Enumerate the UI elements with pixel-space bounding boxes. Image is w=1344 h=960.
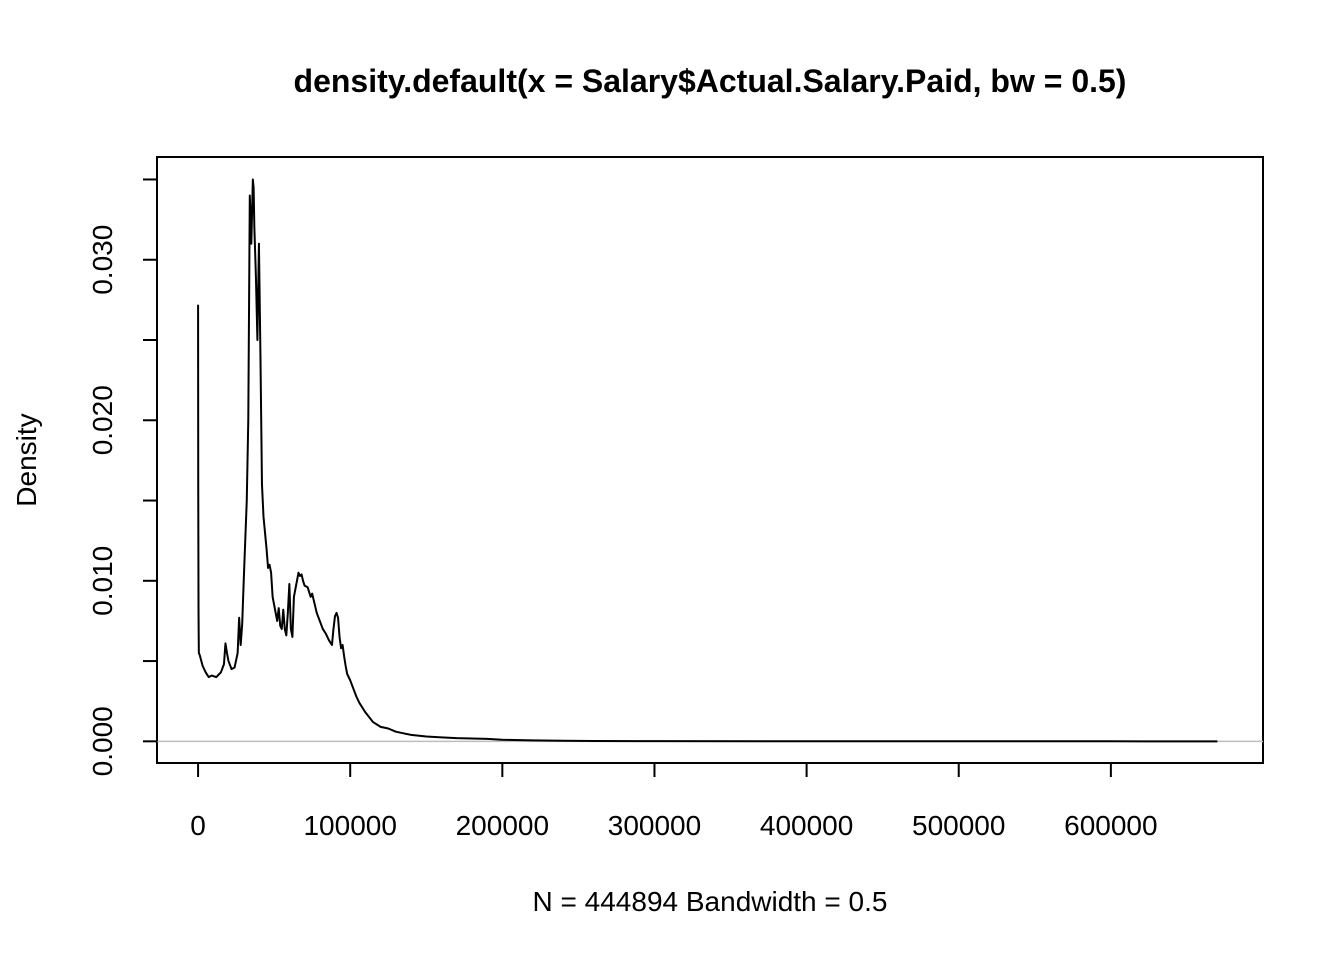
x-axis-label: N = 444894 Bandwidth = 0.5 (533, 886, 888, 917)
plot-frame (156, 156, 1264, 764)
density-curve (197, 178, 1218, 743)
x-tick-label: 100000 (303, 810, 396, 841)
y-tick-label: 0.000 (87, 706, 118, 776)
x-axis: 0 100000 200000 300000 400000 500000 600000 (190, 762, 1158, 841)
y-axis: 0.000 0.010 0.020 0.030 (87, 178, 158, 776)
x-tick-label: 400000 (760, 810, 853, 841)
y-axis-label: Density (11, 413, 42, 506)
x-tick-label: 500000 (912, 810, 1005, 841)
x-tick-label: 600000 (1064, 810, 1157, 841)
y-tick-label: 0.010 (87, 546, 118, 616)
y-tick-label: 0.030 (87, 225, 118, 295)
x-tick-label: 0 (190, 810, 206, 841)
x-tick-label: 300000 (608, 810, 701, 841)
x-tick-label: 200000 (456, 810, 549, 841)
chart-title: density.default(x = Salary$Actual.Salary… (294, 63, 1127, 99)
y-tick-label: 0.020 (87, 385, 118, 455)
